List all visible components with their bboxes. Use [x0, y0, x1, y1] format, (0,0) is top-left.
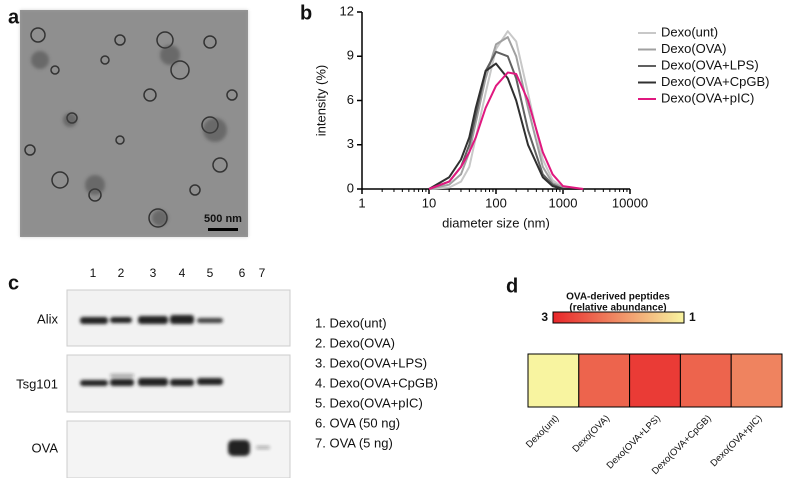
lane-legend: 5. Dexo(OVA+pIC)	[315, 395, 423, 410]
x-tick-label: 1000	[549, 195, 578, 210]
y-tick-label: 3	[347, 136, 354, 151]
legend-label: Dexo(OVA+CpGB)	[661, 74, 770, 89]
lane-legend: 6. OVA (50 ng)	[315, 415, 400, 430]
scale-bar-label: 500 nm	[204, 213, 242, 225]
lane-legend: 2. Dexo(OVA)	[315, 335, 395, 350]
legend-label: Dexo(OVA)	[661, 41, 727, 56]
colorbar	[552, 311, 685, 324]
panel-label: c	[8, 272, 19, 294]
y-tick-label: 0	[347, 180, 354, 195]
blot	[66, 289, 291, 478]
panel-label: d	[506, 275, 518, 297]
x-tick-label: 1	[358, 195, 365, 210]
category-label: Dexo(OVA)	[570, 413, 612, 455]
lane-label: 3	[150, 266, 157, 280]
category-label: Dexo(OVA+pIC)	[708, 413, 764, 469]
x-tick-label: 100	[485, 195, 507, 210]
heatmap-title: (relative abundance)	[569, 303, 666, 314]
row-label: OVA	[32, 440, 59, 455]
heatmap-cell	[527, 353, 580, 408]
legend-label: Dexo(OVA+LPS)	[661, 57, 759, 72]
series-line	[428, 50, 584, 190]
row-label: Alix	[37, 311, 58, 326]
category-label: Dexo(OVA+LPS)	[605, 413, 663, 471]
lane-legend: 7. OVA (5 ng)	[315, 435, 393, 450]
lane-label: 5	[207, 266, 214, 280]
lane-label: 1	[90, 266, 97, 280]
lane-label: 2	[118, 266, 125, 280]
heatmap-cell	[679, 353, 732, 408]
x-tick-label: 10000	[612, 195, 648, 210]
y-tick-label: 6	[347, 92, 354, 107]
heatmap-cell	[730, 353, 783, 408]
lane-legend: 1. Dexo(unt)	[315, 315, 387, 330]
micrograph: 500 nm	[20, 10, 248, 237]
x-tick-label: 10	[422, 195, 436, 210]
legend-label: Dexo(OVA+pIC)	[661, 90, 754, 105]
heatmap-title: OVA-derived peptides	[566, 292, 670, 303]
series-line	[428, 71, 584, 190]
category-label: Dexo(unt)	[524, 413, 561, 450]
panel-label: b	[300, 2, 312, 24]
lane-legend: 4. Dexo(OVA+CpGB)	[315, 375, 438, 390]
x-axis-label: diameter size (nm)	[442, 215, 550, 230]
y-tick-label: 9	[347, 48, 354, 63]
lane-label: 4	[179, 266, 186, 280]
y-tick-label: 12	[340, 3, 354, 18]
lane-label: 7	[259, 266, 266, 280]
row-label: Tsg101	[16, 376, 58, 391]
colorbar-tick-label: 1	[689, 310, 696, 324]
heatmap-cell	[578, 353, 631, 408]
legend-label: Dexo(unt)	[661, 24, 718, 39]
lane-label: 6	[239, 266, 246, 280]
series-line	[428, 36, 584, 190]
y-axis-label: intensity (%)	[313, 65, 328, 137]
series-line	[428, 62, 584, 190]
panel-label: a	[8, 6, 20, 28]
colorbar-tick-label: 3	[541, 310, 548, 324]
heatmap-cell	[629, 353, 681, 408]
lane-legend: 3. Dexo(OVA+LPS)	[315, 355, 427, 370]
